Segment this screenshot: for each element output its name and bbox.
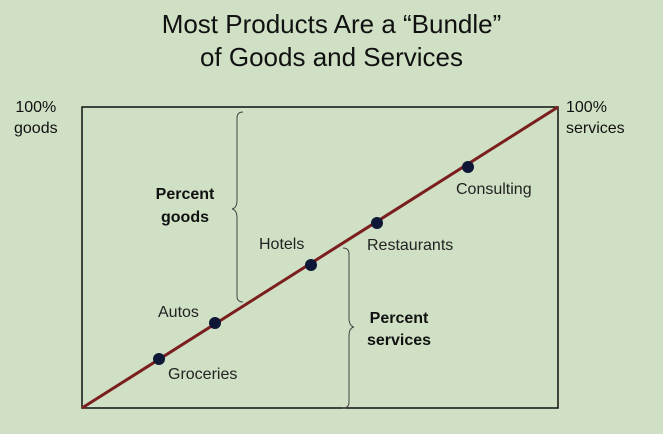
autos-point: [209, 317, 221, 329]
percent-goods-label-1: Percent: [156, 186, 215, 203]
restaurants-label: Restaurants: [367, 237, 453, 254]
diagram-title: Most Products Are a “Bundle” of Goods an…: [0, 8, 663, 74]
corner-right-word: services: [566, 120, 625, 137]
groceries-point: [153, 353, 165, 365]
percent-goods-label-2: goods: [161, 209, 209, 226]
percent-goods-bracket: [231, 111, 244, 303]
percent-services-label-1: Percent: [370, 310, 429, 327]
autos-label: Autos: [158, 304, 199, 321]
title-line-2: of Goods and Services: [199, 42, 464, 72]
goods-services-diagonal: [81, 105, 559, 410]
groceries-label: Groceries: [168, 366, 237, 383]
corner-label-services: 100% services: [566, 97, 625, 139]
diagram-frame: [81, 106, 559, 409]
percent-services-label-2: services: [367, 332, 431, 349]
consulting-point: [462, 161, 474, 173]
restaurants-point: [371, 217, 383, 229]
corner-label-goods: 100% goods: [14, 97, 58, 139]
corner-left-percent: 100%: [15, 99, 57, 116]
percent-services-bracket: [342, 247, 355, 409]
hotels-label: Hotels: [259, 236, 304, 253]
hotels-point: [305, 259, 317, 271]
title-line-1: Most Products Are a “Bundle”: [161, 9, 502, 39]
corner-left-word: goods: [14, 120, 58, 137]
corner-right-percent: 100%: [566, 99, 607, 116]
consulting-label: Consulting: [456, 181, 532, 198]
